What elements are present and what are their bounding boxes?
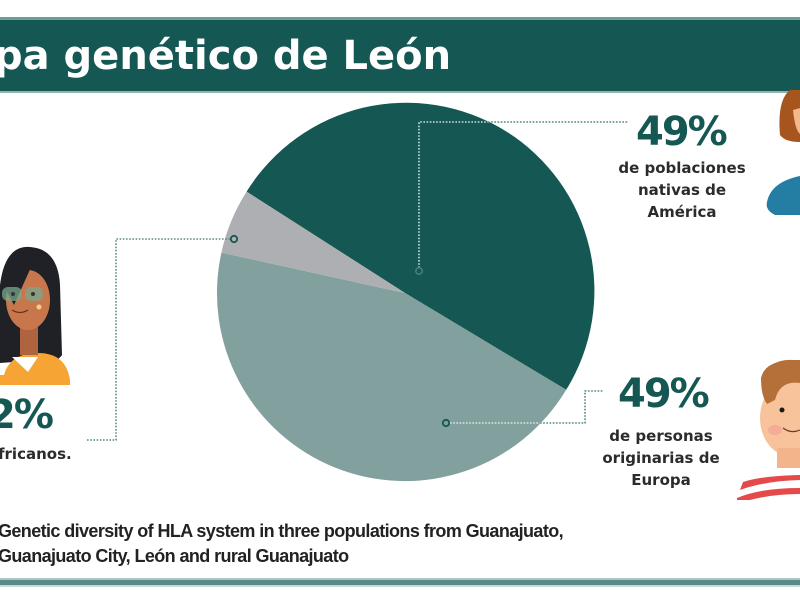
europe-line-3: Europa: [631, 471, 691, 489]
europe-connector: [441, 390, 603, 428]
header-band: [0, 20, 800, 91]
africa-description: fricanos.: [0, 445, 72, 463]
footer-bar: [0, 580, 800, 585]
africa-percent: 2%: [0, 392, 54, 438]
america-connector: [415, 121, 628, 275]
header-bottom-line: [0, 91, 800, 93]
america-line-2: nativas de América: [637, 181, 727, 221]
african-woman-avatar: [0, 246, 70, 385]
europe-percent: 49%: [618, 371, 710, 417]
pie-slice-america: [246, 102, 595, 390]
header-top-line: [0, 17, 800, 20]
africa-connector: [86, 234, 239, 441]
america-percent: 49%: [636, 109, 728, 155]
pie-slice-africa: [221, 191, 405, 293]
caption: Genetic diversity of HLA system in three…: [0, 519, 564, 569]
europe-description: de personas originarias de Europa: [596, 425, 726, 491]
european-man-avatar: [735, 359, 800, 500]
america-line-1: de poblaciones: [618, 159, 746, 177]
page-title: pa genético de León: [0, 33, 452, 79]
footer-bar-light: [0, 578, 800, 580]
caption-line-2: Guanajuato City, León and rural Guanajua…: [0, 546, 349, 566]
caption-line-1: Genetic diversity of HLA system in three…: [0, 521, 564, 541]
europe-line-2: originarias de: [602, 449, 720, 467]
pie-slice-europe: [216, 252, 567, 482]
europe-line-1: de personas: [609, 427, 713, 445]
footer-bar-lighter: [0, 585, 800, 587]
america-description: de poblaciones nativas de América: [602, 157, 762, 223]
native-american-woman-avatar: [766, 90, 800, 215]
